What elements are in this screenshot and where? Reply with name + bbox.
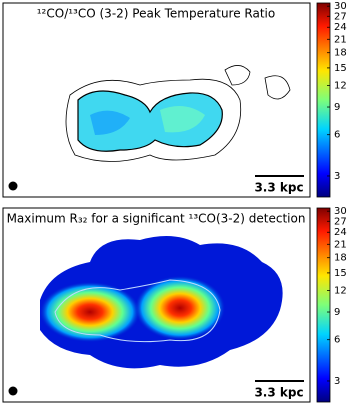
colorbar <box>316 207 331 403</box>
colorbar-tick-label: 21 <box>334 239 347 250</box>
colorbar-tick-label: 12 <box>334 286 347 297</box>
r32-map-core <box>135 276 225 340</box>
colorbar-tick-label: 9 <box>334 307 340 318</box>
ratio-map-detail <box>160 106 205 133</box>
colorbar-tick-label: 6 <box>334 335 340 346</box>
colorbar-tick-label: 3 <box>334 376 340 387</box>
colorbar-tick-label: 24 <box>334 22 347 33</box>
colorbar-tick-label: 27 <box>334 11 347 22</box>
scale-bar-label: 3.3 kpc <box>254 386 303 400</box>
scale-bar-label: 3.3 kpc <box>254 181 303 195</box>
colorbar-tick-label: 27 <box>334 216 347 227</box>
contour <box>65 78 242 162</box>
colorbar-tick-label: 21 <box>334 34 347 45</box>
panel-title: ¹²CO/¹³CO (3-2) Peak Temperature Ratio <box>37 7 275 21</box>
colorbar-tick-label: 6 <box>334 130 340 141</box>
beam <box>8 181 18 191</box>
colorbar-tick-label: 30 <box>334 1 347 12</box>
colorbar-tick-label: 3 <box>334 171 340 182</box>
panel-1: 3.3 kpc ¹²CO/¹³CO (3-2) Peak Temperature… <box>2 2 311 198</box>
colorbar-tick-label: 30 <box>334 206 347 217</box>
colorbar-tick-label: 9 <box>334 102 340 113</box>
contour <box>224 65 291 100</box>
beam <box>8 386 18 396</box>
panel-2: 3.3 kpc Maximum R₃₂ for a significant ¹³… <box>2 207 311 403</box>
colorbar-tick-label: 12 <box>334 81 347 92</box>
colorbar-tick-label: 18 <box>334 48 347 59</box>
ratio-map <box>77 90 223 152</box>
ratio-map-detail <box>90 110 130 135</box>
colorbar-tick-label: 24 <box>334 227 347 238</box>
panel-title: Maximum R₃₂ for a significant ¹³CO(3-2) … <box>7 212 306 226</box>
colorbar <box>316 2 331 198</box>
panel-frame <box>2 2 311 198</box>
colorbar-tick-label: 18 <box>334 253 347 264</box>
colorbar-tick-label: 15 <box>334 63 347 74</box>
contour <box>54 279 221 343</box>
colorbar-tick-label: 15 <box>334 268 347 279</box>
